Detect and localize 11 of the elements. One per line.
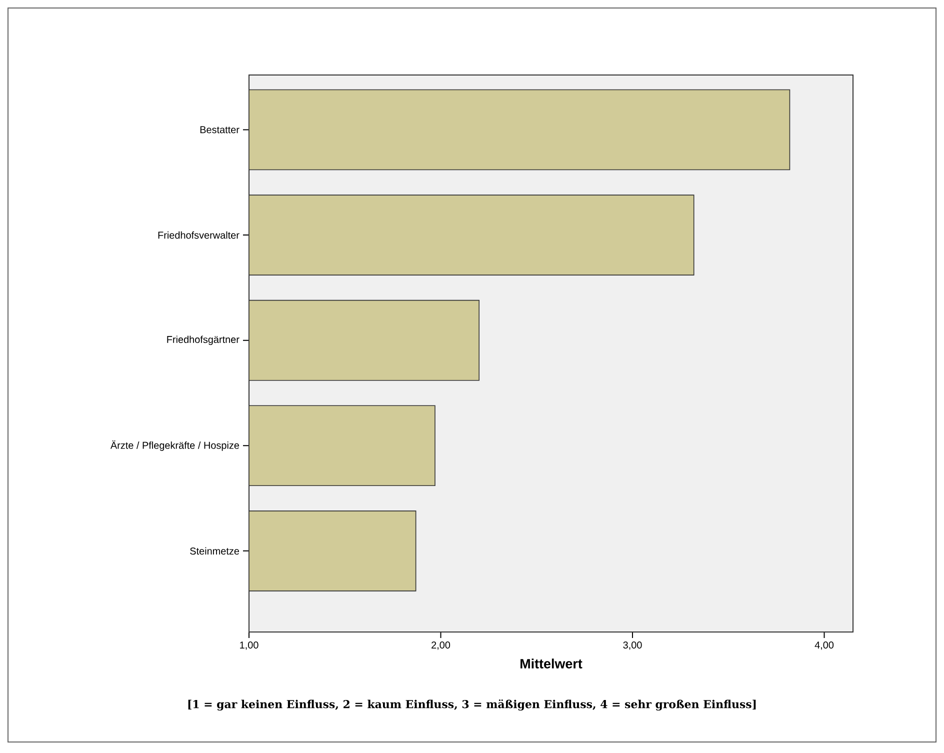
y-tick-label: Steinmetze	[190, 547, 240, 555]
x-tick-label: 2,00	[432, 642, 450, 650]
x-tick-label: 3,00	[623, 642, 642, 650]
y-tick-label: Ärzte / Pflegekräfte / Hospize	[110, 440, 240, 451]
y-tick-label: Bestatter	[200, 126, 240, 134]
y-tick-label: Friedhofsverwalter	[158, 231, 240, 239]
x-axis-title: Mittelwert	[520, 658, 582, 668]
y-tick-label: Friedhofsgärtner	[167, 336, 240, 345]
x-tick-label: 1,00	[240, 642, 258, 650]
x-tick-label: 4,00	[814, 642, 834, 650]
text: [1 = gar keinen Einfluss, 2 = kaum Einfluss, 3 = mäßigen Einfluss, 4 = sehr großen Einfluss]	[188, 699, 756, 711]
